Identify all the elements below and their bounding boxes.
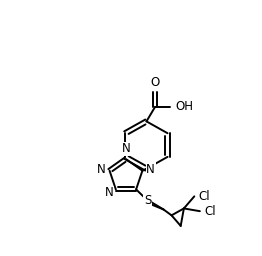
Text: N: N: [105, 186, 113, 199]
Text: N: N: [97, 163, 106, 176]
Text: Cl: Cl: [204, 205, 216, 218]
Text: O: O: [150, 76, 160, 89]
Text: OH: OH: [175, 100, 193, 113]
Text: S: S: [144, 194, 151, 207]
Text: N: N: [146, 163, 155, 176]
Text: Cl: Cl: [199, 190, 210, 203]
Text: N: N: [122, 142, 130, 155]
